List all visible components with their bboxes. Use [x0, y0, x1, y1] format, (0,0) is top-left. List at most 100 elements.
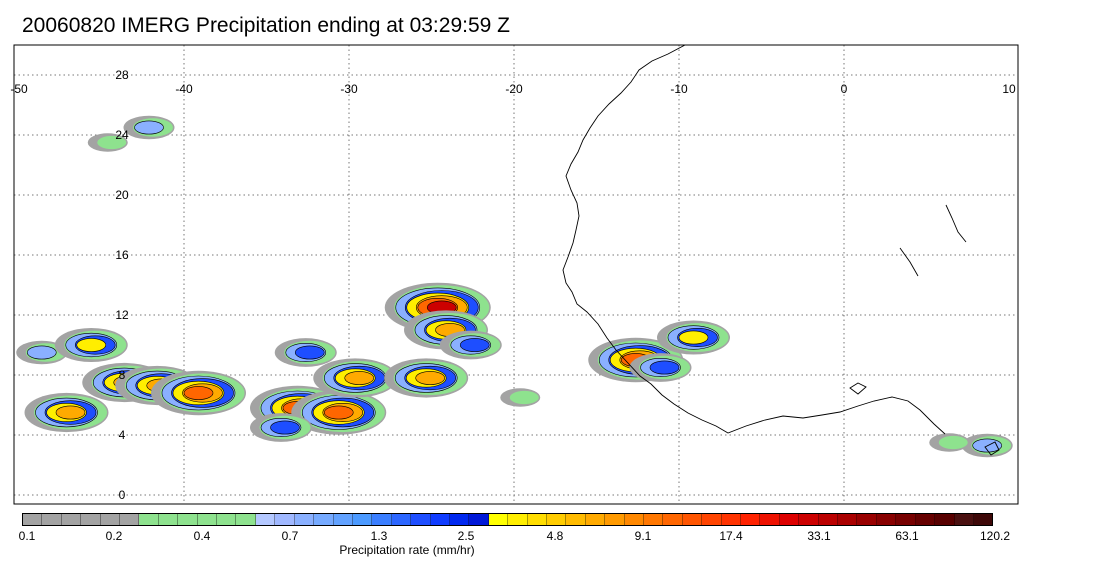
precip-contour	[344, 371, 375, 385]
colorbar-segment	[838, 514, 858, 525]
colorbar-tick-label: 9.1	[634, 529, 652, 543]
colorbar-tick-label: 33.1	[807, 529, 831, 543]
colorbar-segment	[876, 514, 897, 525]
precip-cell	[384, 358, 469, 398]
colorbar-segment	[352, 514, 373, 525]
colorbar-segment	[973, 514, 993, 525]
lon-tick-label: -10	[670, 82, 688, 96]
precip-cell	[54, 328, 128, 362]
colorbar-title: Precipitation rate (mm/hr)	[339, 543, 475, 557]
precip-contour	[649, 360, 680, 375]
colorbar-segment	[935, 514, 955, 525]
colorbar-tick-label: 0.4	[193, 529, 211, 543]
precip-cell	[629, 353, 692, 382]
colorbar-tick-label: 120.2	[979, 529, 1011, 543]
colorbar-segment	[857, 514, 877, 525]
precip-contour	[26, 345, 57, 360]
colorbar-segment	[23, 514, 43, 525]
precip-contour	[183, 386, 214, 400]
precip-contour	[55, 405, 86, 420]
lake-outline	[849, 382, 867, 395]
colorbar-segment	[954, 514, 974, 525]
colorbar-segment	[818, 514, 839, 525]
colorbar-tick-label: 1.3	[370, 529, 388, 543]
colorbar-segment	[527, 514, 547, 525]
precip-cell	[24, 392, 109, 433]
colorbar-segment	[275, 514, 295, 525]
colorbar-segment	[81, 514, 101, 525]
colorbar-segment	[411, 514, 431, 525]
precip-contour	[294, 345, 325, 360]
precip-contour	[134, 120, 164, 135]
colorbar-segment	[178, 514, 198, 525]
colorbar-segment	[915, 514, 936, 525]
colorbar-tick-label: 0.1	[18, 529, 36, 543]
colorbar-segment	[721, 514, 742, 525]
colorbar-segment	[100, 514, 121, 525]
precip-contour	[459, 338, 490, 352]
colorbar-segment	[255, 514, 276, 525]
lon-tick-label: 10	[1002, 82, 1016, 96]
lat-tick-label: 8	[119, 368, 126, 382]
colorbar-segment	[682, 514, 703, 525]
colorbar-tick-label: 63.1	[895, 529, 919, 543]
precip-cell	[123, 115, 175, 140]
colorbar-tick-label: 2.5	[457, 529, 475, 543]
colorbar-segment	[197, 514, 218, 525]
river-outline	[899, 204, 967, 277]
colorbar-tick-label: 0.2	[105, 529, 123, 543]
lat-tick-label: 24	[115, 128, 129, 142]
colorbar-segment	[158, 514, 179, 525]
lon-tick-label: 0	[841, 82, 848, 96]
colorbar-segment	[430, 514, 450, 525]
precip-cell	[439, 330, 502, 360]
precip-cell	[657, 320, 730, 355]
map-frame	[13, 44, 1019, 505]
colorbar-segment	[294, 514, 315, 525]
colorbar-tick-label: 4.8	[546, 529, 564, 543]
colorbar-segment	[120, 514, 140, 525]
island-coastline	[984, 441, 1000, 456]
precip-cell	[250, 413, 312, 442]
precipitation-field	[16, 115, 1013, 458]
lat-tick-label: 28	[115, 68, 129, 82]
west-africa-coastline	[562, 45, 946, 435]
colorbar-segment	[139, 514, 159, 525]
precip-cell	[87, 133, 128, 152]
lat-tick-label: 16	[115, 248, 129, 262]
colorbar-segment	[391, 514, 412, 525]
lat-tick-label: 4	[119, 428, 126, 442]
colorbar-segment	[779, 514, 800, 525]
lat-tick-label: 0	[119, 488, 126, 502]
precip-contour	[76, 338, 107, 352]
colorbar-segment	[566, 514, 586, 525]
precip-contour	[323, 405, 354, 420]
graticule	[14, 45, 1018, 504]
colorbar-segment	[61, 514, 82, 525]
axis-tick-labels: -50 -40 -30 -20 -10 0 10 28 24 20 16 12 8 4 0	[10, 68, 1016, 502]
colorbar-segment	[605, 514, 625, 525]
precip-cell	[151, 370, 246, 416]
colorbar-tick-label: 0.7	[281, 529, 299, 543]
colorbar-segment	[333, 514, 353, 525]
colorbar-segment	[702, 514, 722, 525]
colorbar-segment	[314, 514, 334, 525]
precip-cell	[291, 390, 387, 435]
colorbar-segment	[449, 514, 470, 525]
precip-cell	[929, 433, 970, 452]
lat-tick-label: 20	[115, 188, 129, 202]
colorbar-segment	[42, 514, 62, 525]
colorbar-segment	[546, 514, 567, 525]
lat-tick-label: 12	[115, 308, 129, 322]
colorbar-segment	[585, 514, 606, 525]
colorbar	[22, 513, 993, 526]
colorbar-segment	[372, 514, 392, 525]
lon-tick-label: -40	[175, 82, 193, 96]
precip-contour	[415, 371, 446, 385]
colorbar-segment	[488, 514, 509, 525]
coastline	[562, 45, 1000, 456]
lon-tick-label: -20	[505, 82, 523, 96]
colorbar-segment	[799, 514, 819, 525]
precip-contour	[97, 135, 127, 150]
